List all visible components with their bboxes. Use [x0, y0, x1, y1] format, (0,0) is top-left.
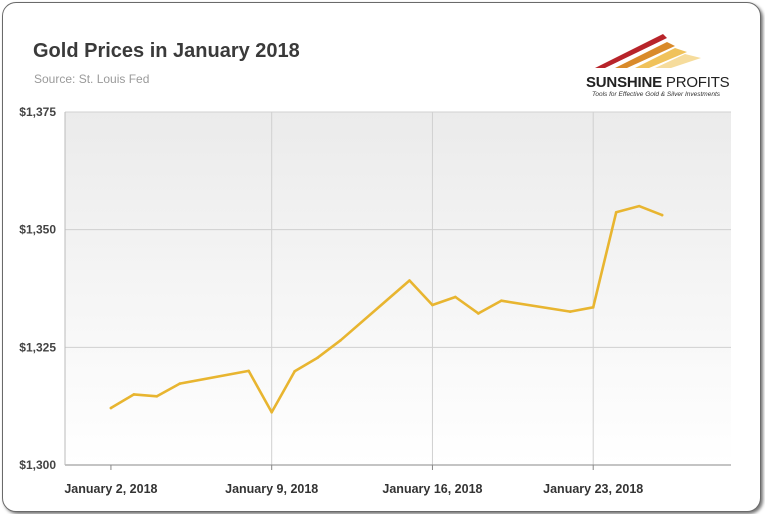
data-point — [178, 382, 182, 385]
x-tick-label: January 23, 2018 — [543, 482, 643, 496]
logo-name-bold: SUNSHINE — [586, 74, 662, 91]
y-axis-tick-labels: $1,300 $1,325 $1,350 $1,375 — [19, 105, 56, 472]
x-tick-label: January 16, 2018 — [382, 482, 482, 496]
data-point — [477, 312, 480, 315]
data-point — [109, 406, 113, 410]
data-point — [132, 393, 136, 396]
chart-source: Source: St. Louis Fed — [34, 72, 150, 86]
sunshine-profits-logo: SUNSHINE PROFITS Tools for Effective Gol… — [575, 28, 745, 108]
x-tick-label: January 9, 2018 — [225, 482, 318, 496]
data-point — [247, 369, 251, 373]
data-point — [316, 356, 319, 359]
series-layer — [109, 204, 664, 414]
x-axis-tick-labels: January 2, 2018 January 9, 2018 January 16… — [64, 482, 643, 496]
data-point — [339, 338, 342, 342]
data-point — [637, 204, 641, 208]
data-point — [500, 299, 503, 303]
grid-lines — [65, 111, 731, 470]
data-point — [568, 310, 572, 313]
logo-sun-rays-icon — [595, 34, 701, 68]
x-tick-label: January 2, 2018 — [64, 482, 157, 496]
data-point — [408, 279, 411, 282]
data-point — [454, 295, 457, 299]
axes — [64, 112, 731, 466]
y-tick-label: $1,300 — [19, 458, 56, 472]
y-tick-label: $1,325 — [19, 340, 56, 354]
data-point — [614, 210, 618, 214]
plot-area — [65, 112, 731, 465]
logo-name: SUNSHINE PROFITS — [586, 74, 730, 91]
data-point — [155, 394, 159, 398]
y-tick-label: $1,375 — [19, 105, 56, 119]
data-point — [660, 213, 664, 217]
y-tick-label: $1,350 — [19, 223, 56, 237]
logo-name-light: PROFITS — [661, 74, 730, 91]
chart-title: Gold Prices in January 2018 — [33, 40, 300, 62]
data-point — [293, 370, 296, 373]
logo-tagline: Tools for Effective Gold & Silver Invest… — [592, 91, 721, 98]
data-point — [270, 410, 273, 414]
data-point — [431, 303, 434, 307]
data-point — [591, 306, 595, 309]
